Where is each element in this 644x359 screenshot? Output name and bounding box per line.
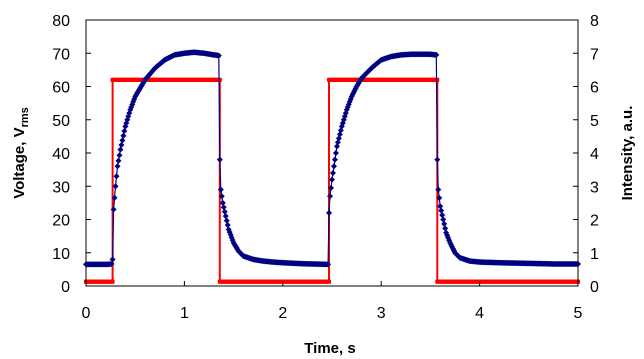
series-2-point xyxy=(337,127,344,134)
series-1-point xyxy=(327,279,332,284)
x-tick-label: 4 xyxy=(475,305,484,322)
series-2-point xyxy=(442,225,449,232)
series-2-point xyxy=(120,132,127,139)
y-left-tick-label: 20 xyxy=(52,213,70,230)
series-2-point xyxy=(112,183,119,190)
y-right-tick-label: 7 xyxy=(590,46,599,63)
series-1-point xyxy=(435,77,440,82)
series-1 xyxy=(84,77,580,284)
y-right-tick-label: 4 xyxy=(590,146,599,163)
series-2-point xyxy=(116,152,123,159)
series-2-point xyxy=(434,156,441,163)
series-2-point xyxy=(108,261,115,268)
plot-area xyxy=(83,49,581,284)
y-left-tick-label: 0 xyxy=(61,279,70,296)
series-2-point xyxy=(222,213,229,220)
y-right-tick-label: 5 xyxy=(590,113,599,130)
plot-frame xyxy=(85,19,579,287)
series-2-point xyxy=(218,193,225,200)
series-2-point xyxy=(440,216,447,223)
series-2-point xyxy=(215,52,222,59)
series-2-point xyxy=(217,186,224,193)
y-left-tick-label: 50 xyxy=(52,113,70,130)
series-2-point xyxy=(335,135,342,142)
series-2-point xyxy=(223,217,230,224)
y-right-tick-label: 8 xyxy=(590,13,599,30)
y-right-tick-label: 0 xyxy=(590,279,599,296)
series-2-point xyxy=(437,203,444,210)
y-right-axis-title: Intensity, a.u. xyxy=(619,106,636,201)
series-2-point xyxy=(219,199,226,206)
series-2-point xyxy=(325,261,332,268)
y-left-tick-label: 80 xyxy=(52,13,70,30)
y-right-tick-label: 6 xyxy=(590,80,599,97)
series-2-point xyxy=(326,209,333,216)
series-2-point xyxy=(329,169,336,176)
series-2-point xyxy=(328,184,335,191)
series-2-point xyxy=(118,142,125,149)
y-left-axis-title-sub: rms xyxy=(19,107,31,127)
series-1-point xyxy=(110,279,115,284)
y-right-tick-label: 2 xyxy=(590,213,599,230)
y-left-tick-label: 70 xyxy=(52,46,70,63)
y-right-tick-label: 3 xyxy=(590,179,599,196)
y-left-tick-label: 60 xyxy=(52,80,70,97)
series-2-point xyxy=(114,163,121,170)
series-2 xyxy=(83,49,581,268)
y-right-tick-label: 1 xyxy=(590,246,599,263)
series-2-point xyxy=(119,137,126,144)
y-left-axis-title-main: Voltage, V xyxy=(11,127,28,198)
series-2-point xyxy=(329,176,335,183)
series-2-point xyxy=(113,173,120,180)
series-2-point xyxy=(121,128,128,135)
series-2-point xyxy=(436,194,443,201)
series-2-point xyxy=(336,131,343,138)
series-2-point xyxy=(331,156,338,163)
x-tick-label: 2 xyxy=(278,305,287,322)
series-2-point xyxy=(220,204,227,211)
y-left-tick-label: 40 xyxy=(52,146,70,163)
series-2-point xyxy=(435,186,442,193)
x-tick-label: 5 xyxy=(574,305,583,322)
x-axis-title: Time, s xyxy=(304,340,355,357)
series-1-point xyxy=(217,77,222,82)
y-left-tick-label: 10 xyxy=(52,246,70,263)
x-tick-label: 3 xyxy=(377,305,386,322)
series-2-point xyxy=(327,193,334,200)
series-2-point xyxy=(111,194,118,201)
series-2-point xyxy=(441,220,448,227)
series-2-point xyxy=(439,212,446,219)
series-2-point xyxy=(224,222,231,229)
series-2-point xyxy=(332,150,339,156)
series-2-point xyxy=(333,143,340,150)
series-2-point xyxy=(216,156,223,163)
series-2-point xyxy=(334,139,341,146)
series-2-line xyxy=(86,51,578,266)
series-2-point xyxy=(438,207,445,214)
series-2-point xyxy=(221,208,228,215)
y-left-axis-title: Voltage, Vrms xyxy=(11,107,31,199)
x-tick-label: 0 xyxy=(82,305,91,322)
series-2-point xyxy=(330,163,337,170)
x-tick-label: 1 xyxy=(180,305,189,322)
series-2-point xyxy=(109,256,116,263)
y-left-tick-label: 30 xyxy=(52,179,70,196)
series-2-point xyxy=(117,146,124,153)
axes xyxy=(85,19,579,287)
series-2-point xyxy=(433,51,440,58)
series-2-point xyxy=(115,157,122,164)
series-2-point xyxy=(110,206,117,213)
